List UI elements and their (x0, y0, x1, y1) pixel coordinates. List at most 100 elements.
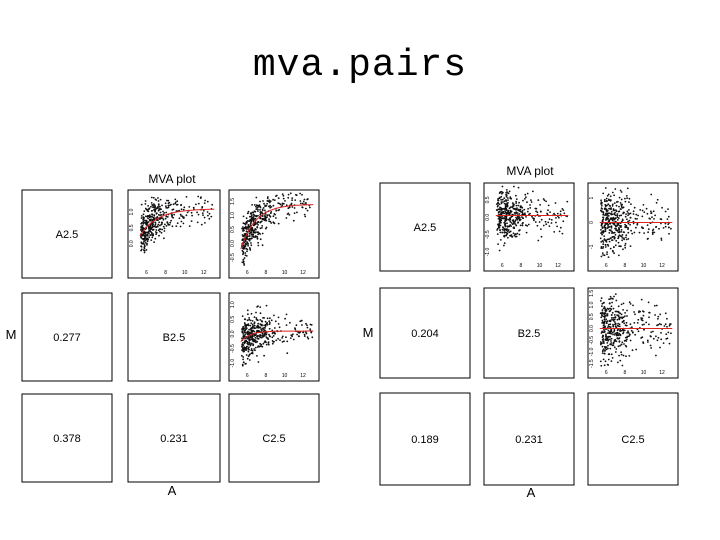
data-point (507, 199, 509, 202)
data-point (142, 220, 145, 223)
data-point (191, 214, 194, 217)
data-point (527, 208, 529, 210)
data-point (606, 227, 609, 230)
data-point (497, 223, 499, 226)
slide-title: mva.pairs (252, 44, 468, 87)
data-point (251, 320, 254, 322)
data-point (610, 317, 613, 319)
data-point (175, 210, 178, 212)
figure-title: MVA plot (148, 172, 196, 186)
data-point (506, 209, 508, 211)
data-point (612, 318, 615, 321)
panel-frame (21, 393, 113, 483)
data-point (311, 336, 314, 339)
data-point (562, 209, 565, 212)
data-point (629, 245, 632, 248)
data-point (203, 202, 206, 205)
data-point (548, 225, 551, 228)
data-point (210, 215, 213, 218)
data-point (165, 211, 168, 214)
data-point (633, 206, 636, 209)
data-point (305, 207, 307, 210)
data-point (606, 363, 609, 366)
data-point (497, 243, 499, 246)
data-point (619, 334, 621, 337)
data-point (247, 332, 249, 335)
data-point (620, 353, 623, 356)
data-point (253, 204, 256, 206)
data-point (651, 231, 654, 234)
data-point (611, 357, 614, 359)
data-point (618, 325, 621, 328)
panel-frame (483, 392, 575, 486)
data-point (174, 202, 177, 205)
data-point (242, 356, 245, 358)
data-point (144, 222, 147, 225)
data-point (607, 344, 609, 347)
data-point (256, 206, 259, 209)
data-point (660, 239, 663, 241)
data-point (161, 217, 164, 220)
data-point (255, 208, 258, 211)
data-point (206, 211, 209, 213)
data-point (249, 335, 252, 338)
data-point (257, 208, 259, 211)
correlation-value: 0.189 (411, 434, 439, 446)
data-point (617, 322, 619, 325)
data-point (624, 312, 626, 314)
data-point (150, 210, 153, 212)
data-point (154, 237, 157, 240)
data-point (601, 338, 604, 341)
data-point (601, 314, 603, 317)
data-point (647, 237, 649, 240)
data-point (503, 242, 506, 245)
data-point (507, 192, 509, 195)
data-point (609, 343, 611, 346)
data-point (244, 254, 247, 257)
data-point (251, 218, 253, 221)
data-point (609, 326, 612, 328)
data-point (272, 335, 275, 337)
data-point (249, 319, 252, 322)
data-point (157, 214, 160, 216)
data-point (261, 217, 264, 220)
data-point (150, 196, 153, 199)
data-point (660, 237, 663, 240)
data-point (655, 335, 657, 338)
data-point (176, 200, 179, 203)
data-point (245, 222, 248, 225)
data-point (642, 341, 644, 344)
data-point (259, 345, 262, 348)
data-point (500, 195, 503, 198)
data-point (255, 311, 257, 314)
data-point (263, 317, 265, 319)
data-point (660, 222, 662, 225)
data-point (250, 349, 253, 352)
data-point (617, 237, 619, 240)
data-point (306, 324, 308, 327)
data-point (246, 241, 249, 244)
data-point (211, 203, 214, 206)
data-point (521, 224, 524, 227)
data-point (272, 221, 275, 224)
data-point (634, 217, 637, 220)
data-point (294, 328, 297, 331)
data-point (612, 317, 615, 319)
data-point (263, 341, 266, 343)
data-point (281, 193, 284, 196)
data-point (142, 234, 144, 237)
data-point (148, 236, 151, 239)
data-point (499, 229, 501, 232)
data-point (150, 202, 153, 204)
data-point (259, 326, 262, 329)
data-point (506, 228, 509, 231)
data-point (601, 240, 604, 242)
data-point (667, 208, 669, 211)
data-point (606, 210, 608, 213)
data-point (269, 321, 271, 324)
data-point (288, 206, 291, 209)
data-point (646, 339, 649, 342)
data-point (163, 230, 166, 232)
data-point (242, 325, 245, 328)
data-point (260, 220, 263, 223)
